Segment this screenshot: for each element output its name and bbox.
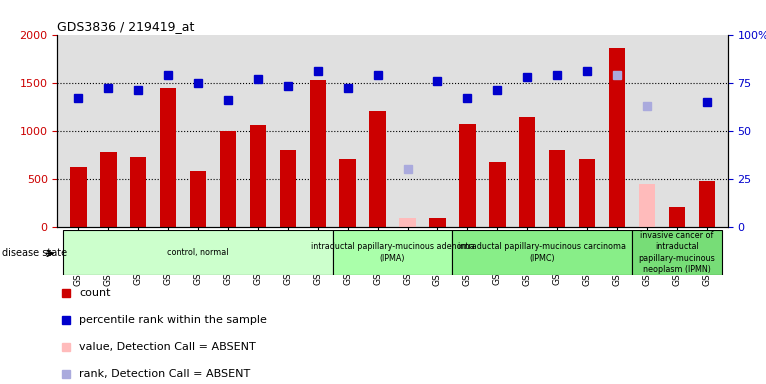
Bar — [339, 159, 356, 227]
Text: percentile rank within the sample: percentile rank within the sample — [79, 315, 267, 325]
Bar — [669, 207, 685, 227]
Bar — [70, 167, 87, 227]
Bar — [632, 230, 722, 275]
Text: intraductal papillary-mucinous adenoma
(IPMA): intraductal papillary-mucinous adenoma (… — [311, 242, 474, 263]
Bar — [64, 230, 332, 275]
Bar — [699, 182, 715, 227]
Text: disease state: disease state — [2, 248, 67, 258]
Bar — [489, 162, 506, 227]
Bar — [369, 111, 386, 227]
Bar — [309, 80, 326, 227]
Bar — [549, 150, 565, 227]
Bar — [130, 157, 146, 227]
Bar — [100, 152, 116, 227]
Text: control, normal: control, normal — [167, 248, 229, 257]
Bar — [250, 125, 266, 227]
Bar — [519, 117, 535, 227]
Text: value, Detection Call = ABSENT: value, Detection Call = ABSENT — [79, 342, 256, 352]
Bar — [190, 171, 206, 227]
Bar — [579, 159, 595, 227]
Bar — [459, 124, 476, 227]
Bar — [429, 218, 446, 227]
Bar — [453, 230, 632, 275]
Bar — [280, 150, 296, 227]
Bar — [332, 230, 453, 275]
Text: invasive cancer of
intraductal
papillary-mucinous
neoplasm (IPMN): invasive cancer of intraductal papillary… — [638, 231, 715, 274]
Bar — [609, 48, 625, 227]
Bar — [220, 131, 236, 227]
Text: intraductal papillary-mucinous carcinoma
(IPMC): intraductal papillary-mucinous carcinoma… — [458, 242, 626, 263]
Text: GDS3836 / 219419_at: GDS3836 / 219419_at — [57, 20, 195, 33]
Text: rank, Detection Call = ABSENT: rank, Detection Call = ABSENT — [79, 369, 250, 379]
Bar — [399, 218, 416, 227]
Text: count: count — [79, 288, 110, 298]
Bar — [639, 184, 655, 227]
Bar — [160, 88, 176, 227]
